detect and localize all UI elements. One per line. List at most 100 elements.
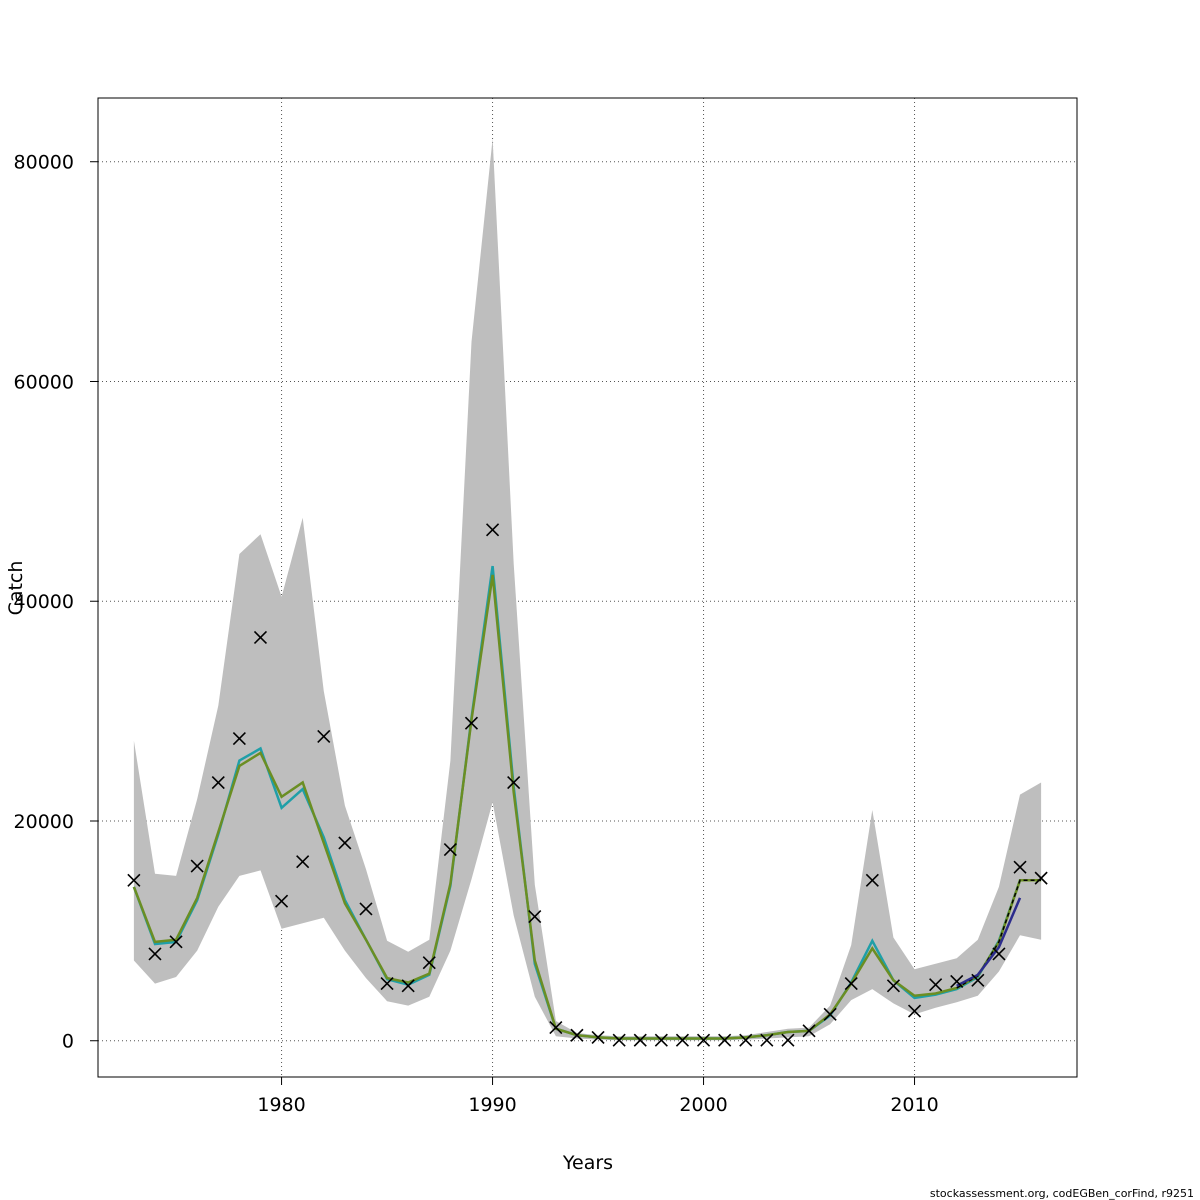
x-tick-label: 2010 — [890, 1094, 938, 1116]
observed-point — [612, 1033, 626, 1047]
observed-point-stroke — [907, 1004, 922, 1018]
observed-point-stroke — [1034, 871, 1048, 885]
observed-point-stroke — [169, 935, 183, 949]
y-tick-label: 40000 — [14, 591, 74, 613]
y-tick-label: 20000 — [14, 811, 74, 833]
observed-point-stroke — [612, 1033, 626, 1047]
observed-point-stroke — [739, 1033, 753, 1047]
fit-line-tail-dashed — [956, 879, 1042, 989]
observed-point-stroke — [1013, 860, 1027, 874]
observed-point-stroke — [802, 1024, 816, 1038]
observed-point-stroke — [338, 836, 352, 850]
observed-point-stroke — [865, 873, 879, 887]
observed-point — [929, 978, 943, 992]
observed-point — [865, 873, 879, 887]
observed-point-stroke — [654, 1033, 668, 1047]
y-axis-label: Catch — [5, 561, 27, 616]
observed-point — [992, 947, 1006, 961]
observed-point — [591, 1030, 605, 1045]
observed-point-stroke — [549, 1020, 563, 1035]
observed-point — [570, 1028, 584, 1042]
observed-point-stroke — [296, 855, 310, 869]
observed-point — [211, 775, 225, 790]
confidence-band-area — [133, 138, 1042, 1041]
observed-point — [633, 1033, 647, 1047]
observed-point — [443, 842, 457, 857]
observed-point — [718, 1033, 732, 1047]
observed-point — [907, 1004, 922, 1018]
observed-point-stroke — [929, 978, 943, 992]
observed-point — [507, 775, 521, 790]
observed-point-stroke — [570, 1028, 584, 1042]
observed-point-stroke — [886, 979, 901, 993]
observed-point-stroke — [380, 977, 394, 991]
observed-point-stroke — [359, 902, 373, 916]
observed-point — [739, 1033, 753, 1047]
footer-note: stockassessment.org, codEGBen_corFind, r… — [929, 1187, 1194, 1200]
observed-point-stroke — [823, 1007, 837, 1021]
observed-point-stroke — [718, 1033, 732, 1047]
observed-point — [127, 873, 141, 887]
observed-point-stroke — [317, 729, 331, 743]
y-tick-label: 60000 — [14, 371, 74, 393]
x-tick-label: 1990 — [468, 1094, 516, 1116]
observed-point — [338, 836, 352, 850]
observed-point — [148, 947, 162, 961]
observed-point — [274, 894, 289, 908]
observed-point-stroke — [971, 973, 985, 987]
observed-point — [886, 979, 901, 993]
observed-point-stroke — [992, 947, 1006, 961]
observed-point — [528, 910, 542, 924]
observed-point — [253, 630, 268, 645]
observed-point-stroke — [485, 523, 500, 537]
observed-point — [169, 935, 183, 949]
fit-line — [132, 574, 1042, 1040]
observed-point-stroke — [633, 1033, 647, 1047]
observed-point — [802, 1024, 816, 1038]
observed-point — [1034, 871, 1048, 885]
observed-point-stroke — [781, 1033, 795, 1047]
observed-point-stroke — [253, 630, 268, 645]
observed-point-stroke — [464, 716, 479, 730]
observed-point — [781, 1033, 795, 1047]
observed-point — [380, 977, 394, 991]
observed-point — [654, 1033, 668, 1047]
observed-point-stroke — [950, 974, 964, 988]
observed-points — [127, 523, 1048, 1047]
observed-point-stroke — [844, 977, 858, 991]
observed-point — [675, 1033, 690, 1047]
observed-point-stroke — [675, 1033, 690, 1047]
observed-point — [1013, 860, 1027, 874]
observed-point-stroke — [211, 775, 225, 790]
observed-point — [844, 977, 858, 991]
observed-point — [696, 1033, 711, 1047]
observed-point-stroke — [528, 910, 542, 924]
retro-line-tail — [956, 897, 1022, 987]
observed-point — [190, 859, 204, 873]
y-tick-label: 80000 — [14, 152, 74, 174]
observed-point-stroke — [127, 873, 141, 887]
observed-point — [422, 956, 436, 970]
observed-point-stroke — [760, 1033, 774, 1047]
observed-point — [232, 732, 246, 746]
observed-point — [401, 979, 415, 993]
observed-point-stroke — [422, 956, 436, 970]
observed-point — [317, 729, 331, 743]
observed-point — [760, 1033, 774, 1047]
observed-point-stroke — [232, 732, 246, 746]
y-tick-label: 0 — [62, 1031, 74, 1053]
observed-point — [823, 1007, 837, 1021]
observed-point — [464, 716, 479, 730]
observed-point-stroke — [696, 1033, 711, 1047]
x-tick-label: 1980 — [257, 1094, 305, 1116]
x-tick-label: 2000 — [679, 1094, 727, 1116]
observed-point-stroke — [507, 775, 521, 790]
observed-point-stroke — [401, 979, 415, 993]
fit-lines — [132, 565, 1042, 1040]
observed-point — [359, 902, 373, 916]
observed-point-stroke — [591, 1030, 605, 1045]
observed-point-stroke — [274, 894, 289, 908]
observed-point — [549, 1020, 563, 1035]
x-axis-ticks: 1980 1990 2000 2010 — [257, 1077, 939, 1116]
